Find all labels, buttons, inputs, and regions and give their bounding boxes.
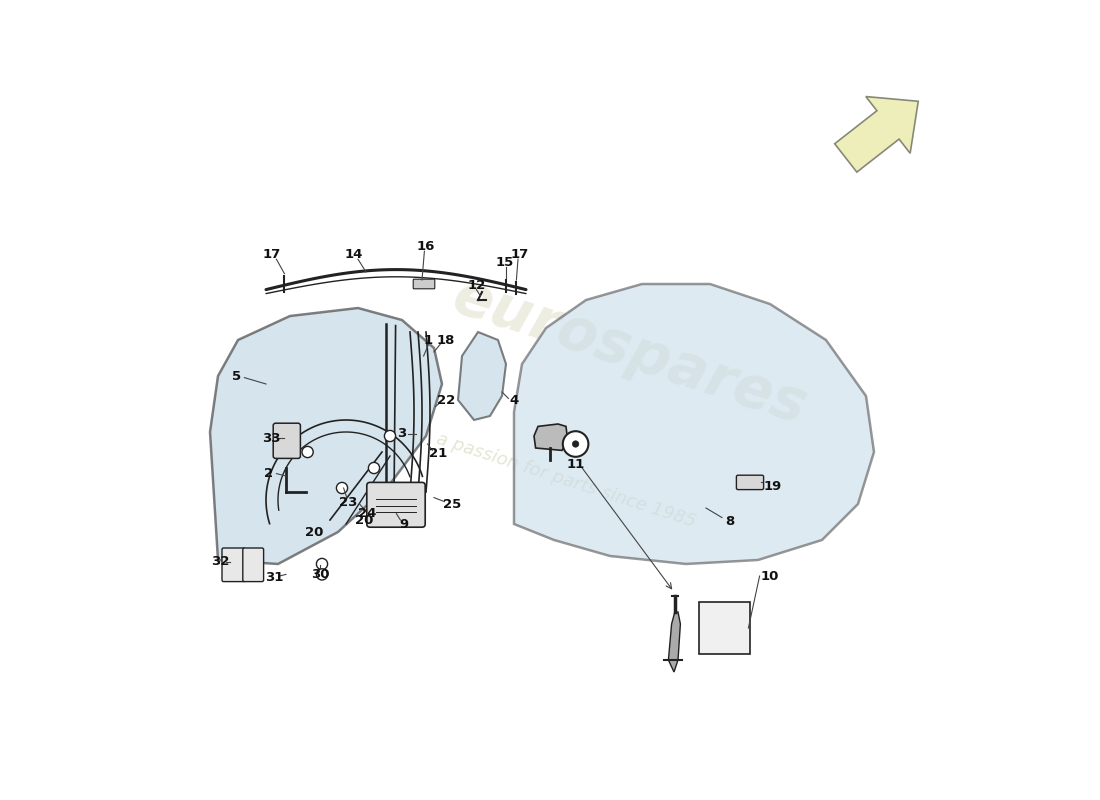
FancyBboxPatch shape — [736, 475, 763, 490]
FancyBboxPatch shape — [698, 602, 750, 654]
Polygon shape — [210, 308, 442, 564]
FancyBboxPatch shape — [414, 279, 435, 289]
Text: 9: 9 — [399, 518, 409, 530]
Circle shape — [572, 441, 579, 447]
Polygon shape — [669, 612, 681, 672]
Text: 23: 23 — [339, 496, 358, 509]
Text: 33: 33 — [263, 432, 280, 445]
Text: 30: 30 — [311, 568, 330, 581]
Circle shape — [337, 482, 348, 494]
Text: 1: 1 — [424, 334, 433, 347]
Polygon shape — [534, 424, 568, 450]
Text: 14: 14 — [344, 248, 363, 261]
Circle shape — [368, 462, 379, 474]
Text: 16: 16 — [417, 240, 436, 253]
Text: 20: 20 — [355, 514, 374, 526]
Polygon shape — [458, 332, 506, 420]
Text: 19: 19 — [763, 480, 781, 493]
Text: 11: 11 — [566, 458, 585, 470]
Text: eurospares: eurospares — [446, 268, 814, 436]
Text: 24: 24 — [359, 507, 377, 520]
Text: 8: 8 — [725, 515, 735, 528]
Text: a passion for parts since 1985: a passion for parts since 1985 — [433, 430, 698, 530]
FancyBboxPatch shape — [366, 482, 426, 527]
Text: 32: 32 — [211, 555, 230, 568]
Text: 15: 15 — [495, 256, 514, 269]
Text: 21: 21 — [429, 447, 447, 460]
Text: 25: 25 — [443, 498, 462, 510]
Circle shape — [317, 569, 328, 580]
Text: 17: 17 — [263, 248, 280, 261]
Circle shape — [563, 431, 589, 457]
Text: 12: 12 — [468, 279, 485, 292]
Polygon shape — [514, 284, 874, 564]
Text: 10: 10 — [761, 570, 779, 582]
Text: 18: 18 — [437, 334, 455, 347]
Text: 4: 4 — [509, 394, 518, 406]
Text: 3: 3 — [397, 427, 407, 440]
Text: 2: 2 — [264, 467, 273, 480]
FancyBboxPatch shape — [222, 548, 245, 582]
FancyBboxPatch shape — [243, 548, 264, 582]
Text: 22: 22 — [437, 394, 455, 406]
Circle shape — [317, 558, 328, 570]
Text: 20: 20 — [305, 526, 323, 538]
Text: 5: 5 — [232, 370, 241, 382]
Circle shape — [302, 446, 313, 458]
Text: 31: 31 — [265, 571, 283, 584]
Circle shape — [384, 430, 396, 442]
FancyBboxPatch shape — [273, 423, 300, 458]
Polygon shape — [835, 97, 918, 172]
Text: 17: 17 — [510, 248, 529, 261]
